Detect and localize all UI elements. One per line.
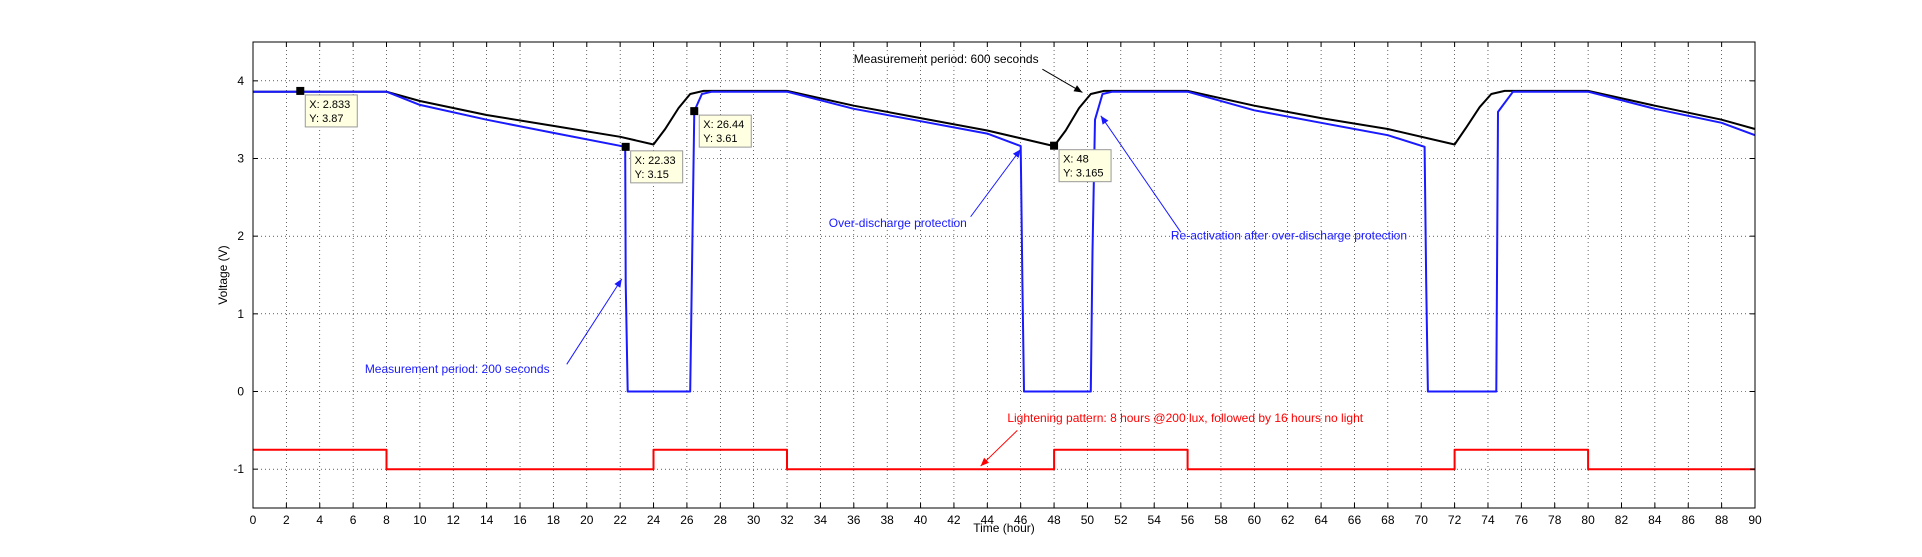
x-tick-label: 18 bbox=[547, 513, 561, 527]
y-axis-label: Voltage (V) bbox=[216, 245, 230, 304]
x-tick-label: 88 bbox=[1715, 513, 1729, 527]
series-line-lightening-pattern bbox=[253, 448, 1755, 471]
x-tick-label: 54 bbox=[1148, 513, 1162, 527]
annotation-arrow-head bbox=[614, 278, 622, 288]
data-tip-marker bbox=[690, 107, 699, 116]
x-tick-label: 44 bbox=[981, 513, 995, 527]
x-tick-label: 36 bbox=[847, 513, 861, 527]
annotation-arrow-head bbox=[1012, 149, 1021, 158]
x-tick-label: 90 bbox=[1748, 513, 1762, 527]
y-tick-label: 2 bbox=[237, 229, 244, 243]
data-tip-box bbox=[1058, 149, 1112, 183]
annotation-arrow-head bbox=[1073, 85, 1083, 93]
data-tip-y-text: Y: 3.165 bbox=[1063, 168, 1103, 180]
x-tick-label: 72 bbox=[1448, 513, 1462, 527]
x-tick-label: 50 bbox=[1081, 513, 1095, 527]
x-tick-label: 34 bbox=[814, 513, 828, 527]
annotation-arrow-line bbox=[980, 429, 1018, 467]
x-tick-label: 6 bbox=[350, 513, 357, 527]
x-tick-label: 26 bbox=[680, 513, 694, 527]
x-tick-label: 74 bbox=[1481, 513, 1495, 527]
plot-frame bbox=[252, 41, 1756, 509]
x-tick-label: 30 bbox=[747, 513, 761, 527]
data-tip-x-text: X: 48 bbox=[1063, 154, 1089, 166]
data-tip-box bbox=[630, 150, 684, 184]
annotation-label: Lightening pattern: 8 hours @200 lux, fo… bbox=[1007, 411, 1363, 425]
data-tip-box bbox=[698, 114, 752, 148]
data-tip-marker bbox=[621, 142, 630, 151]
x-tick-label: 46 bbox=[1014, 513, 1028, 527]
x-tick-label: 66 bbox=[1348, 513, 1362, 527]
x-tick-label: 22 bbox=[613, 513, 627, 527]
x-tick-label: 28 bbox=[714, 513, 728, 527]
x-tick-label: 14 bbox=[480, 513, 494, 527]
y-tick-label: 4 bbox=[237, 74, 244, 88]
x-tick-label: 70 bbox=[1415, 513, 1429, 527]
annotation-arrow-line bbox=[970, 148, 1022, 218]
series-layer bbox=[253, 89, 1756, 471]
x-tick-label: 60 bbox=[1248, 513, 1262, 527]
x-tick-label: 82 bbox=[1615, 513, 1629, 527]
grid-lines bbox=[252, 42, 1756, 508]
data-tip-y-text: Y: 3.61 bbox=[703, 133, 737, 145]
x-tick-label: 62 bbox=[1281, 513, 1295, 527]
annotation-arrow-head bbox=[1100, 115, 1109, 125]
data-tip-x-text: X: 2.833 bbox=[309, 99, 350, 111]
x-tick-label: 84 bbox=[1648, 513, 1662, 527]
data-tip-x-text: X: 26.44 bbox=[703, 119, 744, 131]
x-tick-label: 86 bbox=[1682, 513, 1696, 527]
x-tick-label: 76 bbox=[1515, 513, 1529, 527]
plot-background bbox=[253, 42, 1755, 508]
data-tip-box bbox=[304, 94, 358, 128]
x-tick-label: 2 bbox=[283, 513, 290, 527]
annotation-label: Measurement period: 600 seconds bbox=[854, 52, 1039, 66]
x-tick-label: 38 bbox=[880, 513, 894, 527]
y-tick-label: -1 bbox=[233, 462, 244, 476]
x-axis-ticks: 0 2 4 6 8 10 12 14 16 18 20 22 24 26 28 30 32 34 36 38 40 42 4… bbox=[250, 42, 1762, 527]
x-axis-label: Time (hour) bbox=[973, 521, 1035, 535]
x-tick-label: 8 bbox=[383, 513, 390, 527]
annotation-label: Over-discharge protection bbox=[829, 216, 967, 230]
x-tick-label: 32 bbox=[780, 513, 794, 527]
annotation-label: Re-activation after over-discharge prote… bbox=[1171, 228, 1407, 242]
data-tip-marker bbox=[1050, 141, 1059, 150]
x-tick-label: 80 bbox=[1581, 513, 1595, 527]
x-tick-label: 40 bbox=[914, 513, 928, 527]
x-tick-label: 64 bbox=[1314, 513, 1328, 527]
data-tips-layer: X: 2.833 Y: 3.87 X: 22.33 Y: 3.15 X: 26.44 Y:… bbox=[296, 86, 1112, 184]
series-line-measurement-200s bbox=[253, 90, 1756, 393]
x-tick-label: 0 bbox=[250, 513, 257, 527]
series-line-measurement-600s bbox=[253, 89, 1756, 148]
x-tick-label: 16 bbox=[513, 513, 527, 527]
x-tick-label: 78 bbox=[1548, 513, 1562, 527]
data-tip-y-text: Y: 3.87 bbox=[309, 113, 343, 125]
annotation-arrow-head bbox=[980, 457, 989, 467]
data-tip-y-text: Y: 3.15 bbox=[635, 169, 669, 181]
annotations-layer: Measurement period: 600 seconds Over-disc… bbox=[365, 52, 1407, 467]
annotation-arrow-line bbox=[1100, 115, 1182, 233]
x-tick-label: 24 bbox=[647, 513, 661, 527]
x-tick-label: 58 bbox=[1214, 513, 1228, 527]
x-tick-label: 10 bbox=[413, 513, 427, 527]
x-tick-label: 48 bbox=[1047, 513, 1061, 527]
data-tip-x-text: X: 22.33 bbox=[635, 155, 676, 167]
y-axis-ticks: -1 0 1 2 3 4 bbox=[233, 74, 1755, 476]
annotation-arrow-line bbox=[566, 278, 623, 365]
x-tick-label: 4 bbox=[316, 513, 323, 527]
y-tick-label: 1 bbox=[237, 307, 244, 321]
data-tip-marker bbox=[296, 86, 305, 95]
x-tick-label: 52 bbox=[1114, 513, 1128, 527]
x-tick-label: 42 bbox=[947, 513, 961, 527]
y-tick-label: 3 bbox=[237, 152, 244, 166]
x-tick-label: 20 bbox=[580, 513, 594, 527]
x-tick-label: 12 bbox=[447, 513, 461, 527]
annotation-label: Measurement period: 200 seconds bbox=[365, 362, 550, 376]
x-tick-label: 68 bbox=[1381, 513, 1395, 527]
y-tick-label: 0 bbox=[237, 385, 244, 399]
x-tick-label: 56 bbox=[1181, 513, 1195, 527]
